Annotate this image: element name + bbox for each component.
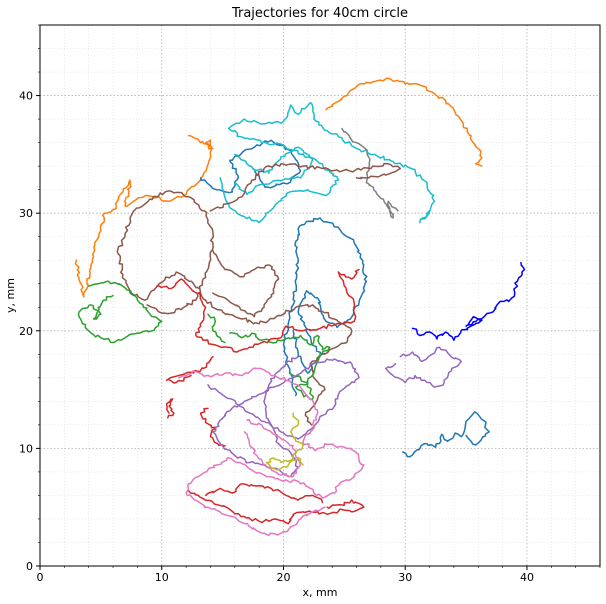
- trajectory-line-23: [178, 367, 365, 537]
- trajectory-line-5: [411, 261, 526, 341]
- trajectory-line-6: [219, 101, 436, 224]
- trajectory-line-0: [74, 134, 214, 298]
- plot-frame: [39, 24, 601, 567]
- trajectory-line-4: [282, 217, 368, 397]
- trajectory-line-24: [243, 418, 302, 478]
- trajectory-line-20: [204, 482, 324, 504]
- trajectory-line-1: [325, 77, 483, 167]
- trajectory-line-22: [384, 346, 462, 388]
- axis-ticks: 0 10 20 30 40 0 10 20 30 40: [19, 24, 601, 584]
- trajectory-line-15: [156, 268, 360, 353]
- grid: [39, 24, 601, 567]
- trajectory-line-11: [212, 250, 280, 318]
- trajectory-line-19: [187, 489, 365, 525]
- y-tick-label: 20: [19, 325, 33, 338]
- x-axis-label: x, mm: [303, 586, 338, 599]
- trajectory-line-18: [165, 398, 175, 419]
- trajectory-line-12: [77, 280, 163, 344]
- chart-title: Trajectories for 40cm circle: [231, 6, 408, 21]
- trajectory-line-16: [165, 355, 214, 384]
- y-tick-label: 40: [19, 90, 33, 103]
- trajectory-line-10: [209, 162, 402, 212]
- trajectory-line-8: [341, 127, 399, 219]
- x-tick-label: 10: [155, 571, 169, 584]
- trajectory-line-25: [265, 412, 304, 471]
- y-tick-label: 10: [19, 442, 33, 455]
- trajectories: [74, 77, 526, 537]
- trajectory-line-2: [402, 411, 490, 458]
- trajectory-line-14: [207, 313, 226, 344]
- x-tick-label: 40: [520, 571, 534, 584]
- y-tick-label: 0: [26, 560, 33, 573]
- x-tick-label: 0: [37, 571, 44, 584]
- y-axis-label: y, mm: [4, 278, 17, 313]
- x-tick-label: 20: [276, 571, 290, 584]
- x-tick-label: 30: [398, 571, 412, 584]
- trajectory-line-13: [229, 331, 331, 401]
- y-tick-label: 30: [19, 207, 33, 220]
- trajectory-line-17: [199, 407, 226, 447]
- trajectory-line-9: [116, 190, 353, 426]
